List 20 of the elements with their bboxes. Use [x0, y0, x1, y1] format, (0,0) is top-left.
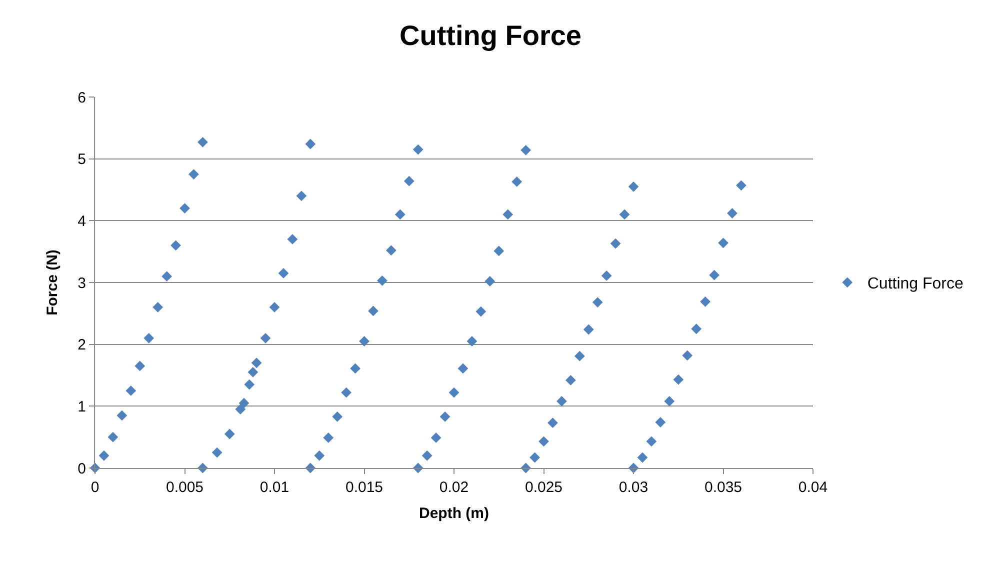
y-tick-label: 3 — [78, 274, 86, 292]
x-tick-label: 0.03 — [618, 479, 648, 496]
legend-label: Cutting Force — [867, 276, 964, 293]
x-tick-label: 0.04 — [798, 479, 828, 496]
x-tick-label: 0.025 — [524, 479, 563, 496]
y-axis-title: Force (N) — [44, 250, 61, 316]
x-tick-label: 0.01 — [260, 479, 290, 496]
y-tick-label: 4 — [78, 212, 86, 230]
y-tick-label: 2 — [78, 336, 86, 354]
x-tick-label: 0.02 — [439, 479, 469, 496]
chart-title: Cutting Force — [400, 20, 582, 51]
x-axis-title: Depth (m) — [419, 505, 489, 522]
y-tick-label: 6 — [78, 89, 86, 106]
y-tick-label: 0 — [78, 460, 86, 478]
x-tick-label: 0.005 — [166, 479, 204, 496]
x-tick-label: 0.035 — [704, 479, 742, 496]
y-tick-label: 1 — [78, 398, 86, 416]
x-tick-label: 0 — [90, 479, 100, 496]
x-tick-label: 0.015 — [345, 479, 384, 496]
y-tick-label: 5 — [78, 151, 86, 168]
